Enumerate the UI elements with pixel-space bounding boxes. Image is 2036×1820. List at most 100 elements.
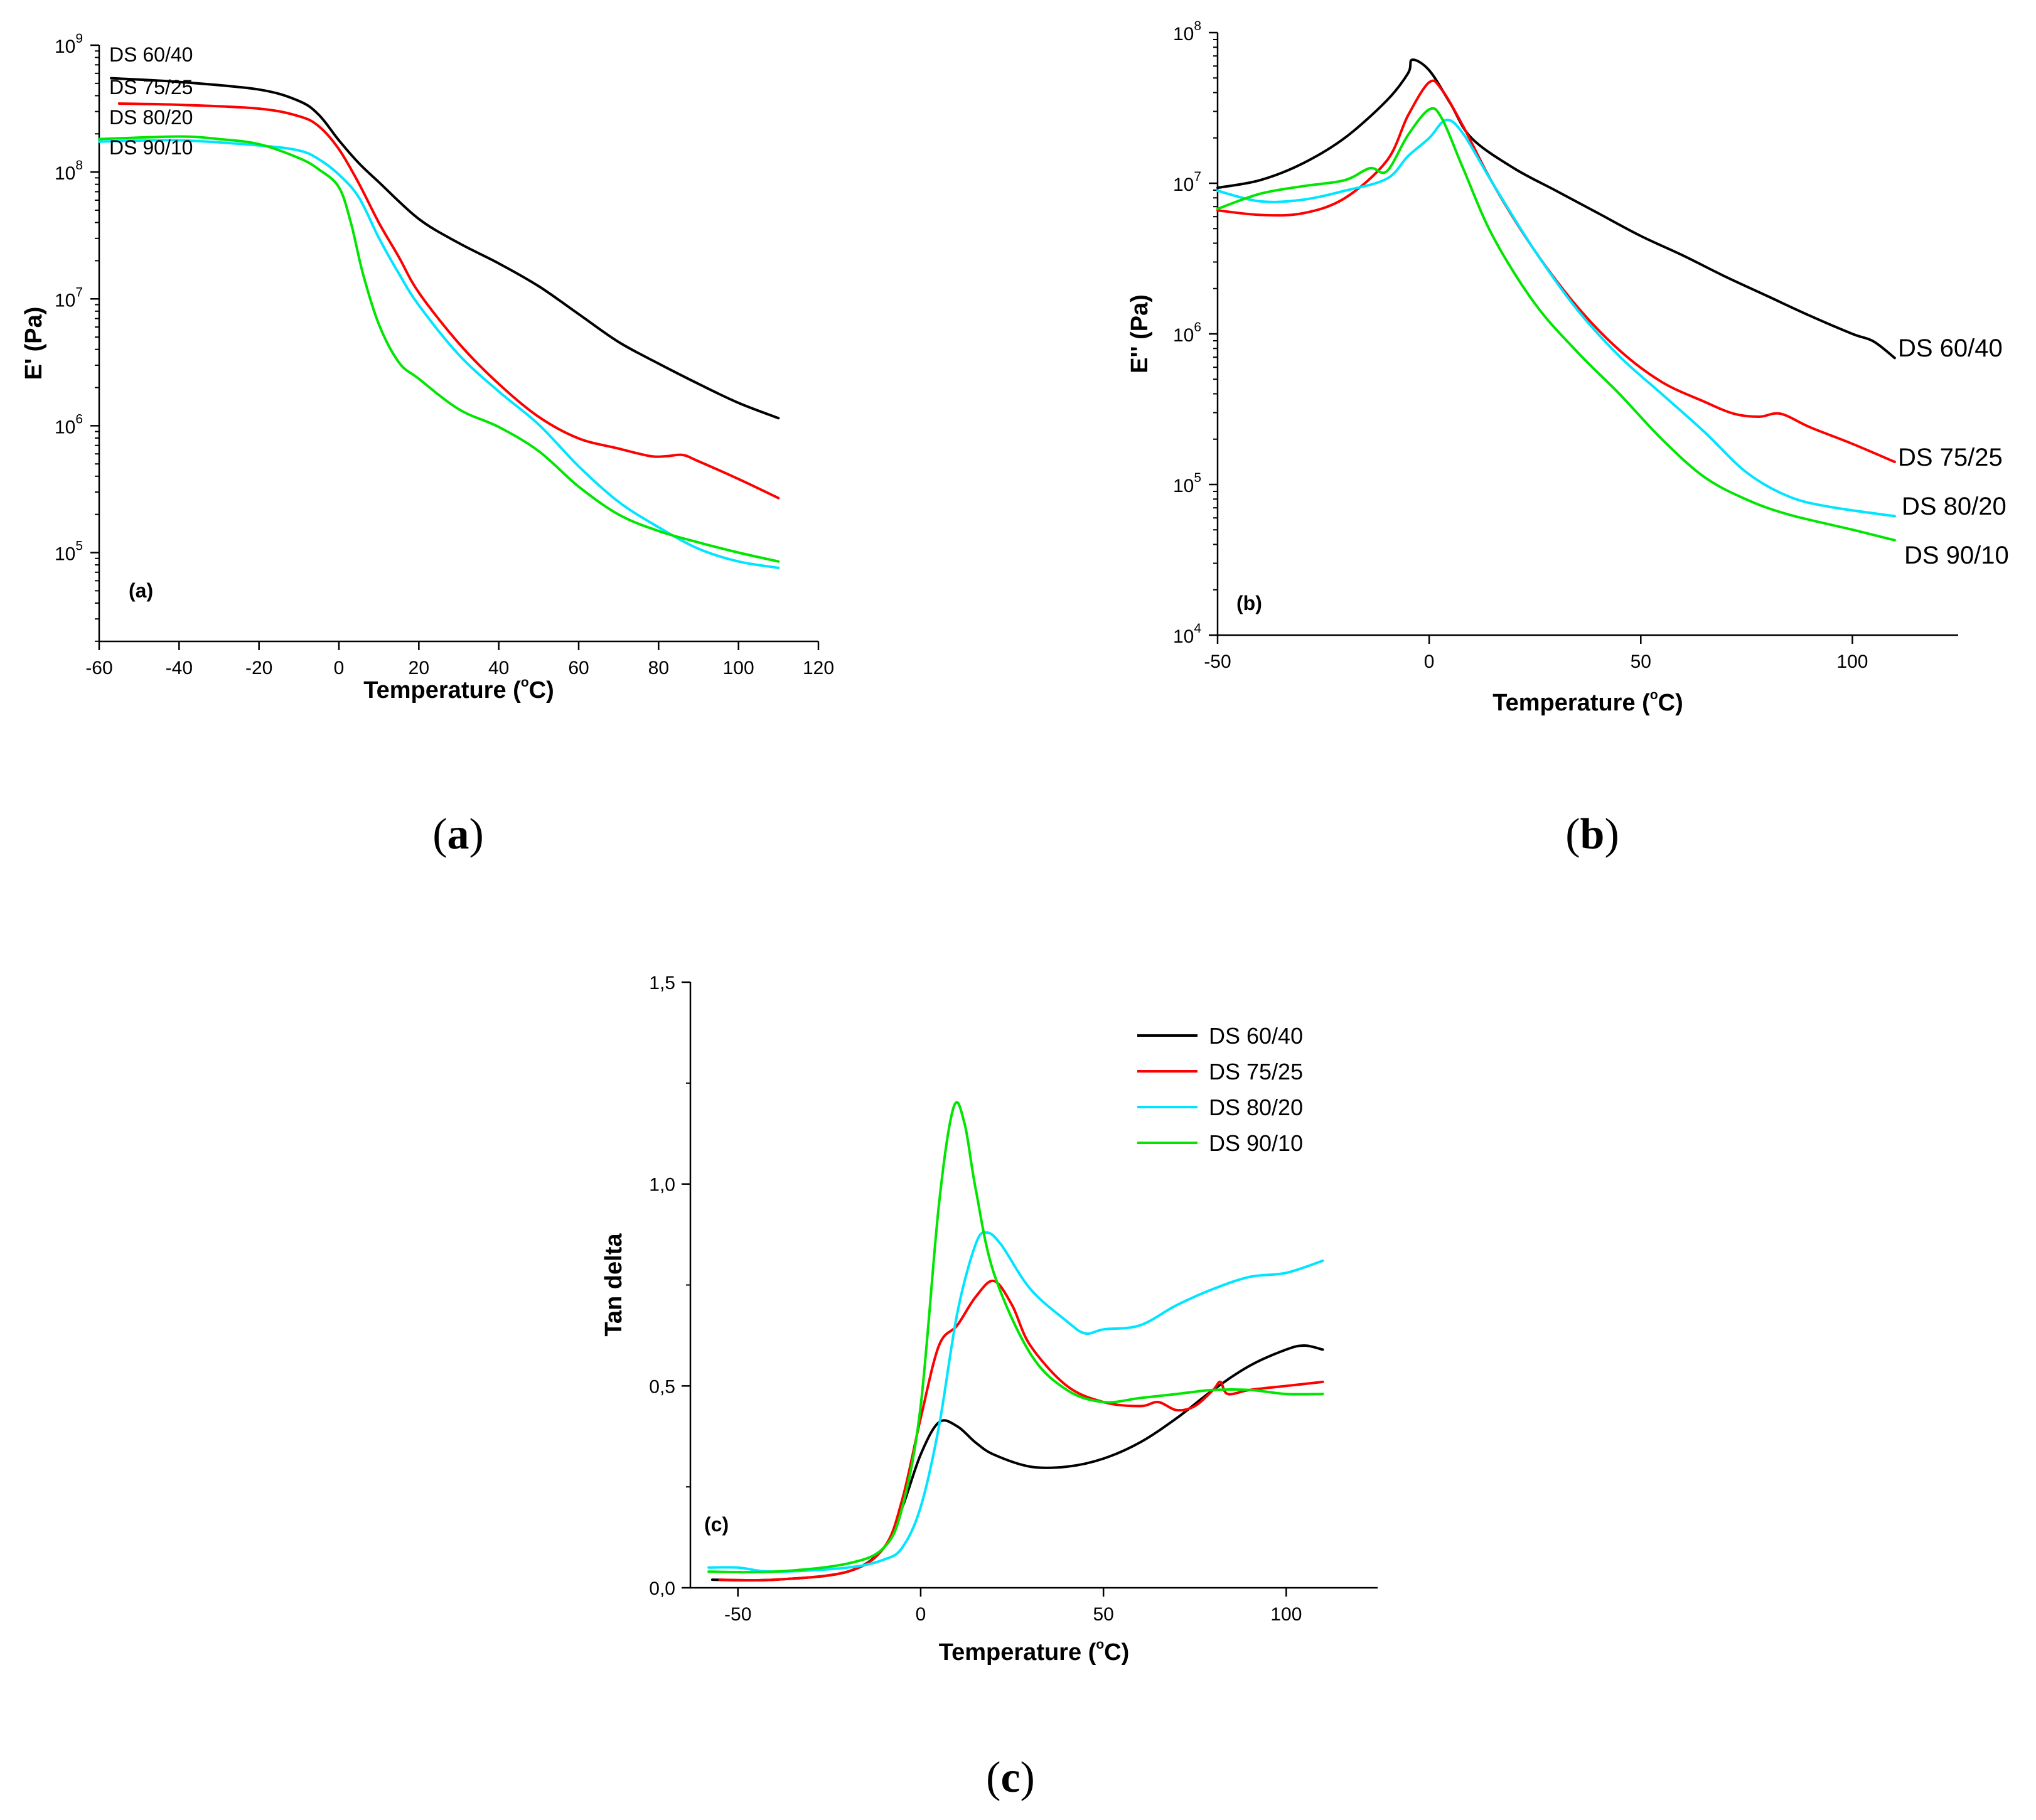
legend-label: DS 60/40 <box>1209 1023 1303 1049</box>
y-tick-label: 104 <box>1173 621 1201 647</box>
series-line-80-20 <box>98 139 780 569</box>
x-tick-label: -50 <box>724 1604 751 1625</box>
y-tick-exponent: 8 <box>1194 19 1201 33</box>
x-tick-label: 80 <box>648 658 669 678</box>
series-label: DS 60/40 <box>1898 335 2003 362</box>
legend-label: DS 75/25 <box>1209 1059 1303 1084</box>
series-line-75-25 <box>718 1280 1324 1582</box>
y-tick-base: 10 <box>1173 476 1194 496</box>
caption-c-letter: c <box>1000 1753 1020 1802</box>
x-tick-label: 20 <box>409 658 429 678</box>
y-tick-label: 1,5 <box>649 973 675 993</box>
y-tick-exponent: 4 <box>1194 621 1201 636</box>
x-tick-label: 100 <box>723 658 754 678</box>
legend-label: DS 90/10 <box>1209 1130 1303 1156</box>
panel-tag: (a) <box>129 579 153 602</box>
y-axis-title: E' (Pa) <box>21 307 47 380</box>
y-axis-title: Tan delta <box>601 1233 627 1337</box>
y-tick-label: 107 <box>1173 169 1201 195</box>
series-label: DS 60/40 <box>109 43 193 66</box>
y-tick-label: 105 <box>1173 471 1201 496</box>
series-label: DS 90/10 <box>109 136 193 159</box>
series-line-60-40 <box>1216 58 1896 360</box>
x-tick-label: -60 <box>85 658 112 678</box>
panel-tag: (c) <box>704 1513 729 1536</box>
x-axis-title: Temperature (oC) <box>1492 688 1683 716</box>
x-tick-label: -50 <box>1204 651 1231 672</box>
y-tick-base: 10 <box>1173 174 1194 195</box>
y-tick-base: 10 <box>55 36 75 57</box>
y-tick-exponent: 9 <box>75 31 83 46</box>
chart-panel-a: -60 -40 -20 0 20 40 60 80 100 120105106107108109T… <box>21 31 834 704</box>
y-tick-label: 107 <box>55 285 83 311</box>
y-tick-exponent: 7 <box>75 285 83 299</box>
y-tick-label: 108 <box>1173 19 1201 45</box>
x-axis-title-text: Temperature ( <box>1492 690 1650 716</box>
y-tick-label: 0,0 <box>649 1578 675 1599</box>
series-label: DS 90/10 <box>1904 542 2009 569</box>
series-line-90-10 <box>707 1101 1324 1574</box>
legend: DS 60/40 DS 75/25 DS 80/20 DS 90/10 <box>1137 1023 1303 1156</box>
x-axis-title-unit: C) <box>1658 690 1683 716</box>
series-line-90-10 <box>1216 107 1896 542</box>
caption-a-letter: a <box>447 810 469 859</box>
series-line-80-20 <box>707 1231 1324 1573</box>
series-line-75-25 <box>117 102 780 500</box>
y-tick-label: 106 <box>1173 320 1201 346</box>
x-axis-title-unit: C) <box>1104 1639 1129 1666</box>
y-tick-exponent: 8 <box>75 158 83 173</box>
x-tick-label: 0 <box>916 1604 926 1625</box>
series-line-60-40 <box>110 77 780 420</box>
x-axis-title-degree: o <box>521 675 529 690</box>
x-tick-label: 60 <box>568 658 589 678</box>
series-line-80-20 <box>1216 119 1896 518</box>
x-tick-label: 100 <box>1836 651 1868 672</box>
x-tick-label: 40 <box>488 658 509 678</box>
x-axis-title: Temperature (oC) <box>363 675 554 704</box>
panel-tag: (b) <box>1236 592 1262 614</box>
y-tick-base: 10 <box>1173 24 1194 45</box>
y-tick-base: 10 <box>1173 626 1194 647</box>
caption-b: (b) <box>1565 810 1619 859</box>
caption-b-letter: b <box>1580 810 1605 859</box>
y-tick-exponent: 6 <box>1194 320 1201 335</box>
x-tick-label: 0 <box>334 658 345 678</box>
series-label: DS 75/25 <box>109 76 193 99</box>
x-axis-title-degree: o <box>1096 1637 1104 1652</box>
y-tick-exponent: 7 <box>1194 169 1201 184</box>
y-tick-base: 10 <box>55 290 75 311</box>
y-tick-label: 108 <box>55 158 83 184</box>
series-label: DS 75/25 <box>1898 444 2003 471</box>
y-tick-exponent: 6 <box>75 412 83 426</box>
x-tick-label: -20 <box>245 658 272 678</box>
x-axis-title-degree: o <box>1650 688 1658 702</box>
chart-panel-c: -50 0 50 100 0,0 0,5 1,0 1,5 Temperature (oC) Tan… <box>601 973 1378 1666</box>
x-axis-title-text: Temperature ( <box>939 1639 1096 1666</box>
x-tick-label: 100 <box>1270 1604 1302 1625</box>
y-axis-title: E'' (Pa) <box>1127 294 1153 373</box>
legend-label: DS 80/20 <box>1209 1095 1303 1120</box>
x-tick-label: 50 <box>1631 651 1651 672</box>
caption-a: (a) <box>432 810 484 859</box>
y-tick-exponent: 5 <box>75 539 83 554</box>
x-tick-label: 50 <box>1093 1604 1113 1625</box>
x-axis-title-text: Temperature ( <box>363 677 521 704</box>
caption-c: (c) <box>986 1753 1035 1802</box>
y-tick-label: 0,5 <box>649 1376 675 1397</box>
y-tick-label: 105 <box>55 539 83 565</box>
y-tick-label: 109 <box>55 31 83 57</box>
x-axis-title: Temperature (oC) <box>939 1637 1130 1666</box>
y-tick-base: 10 <box>55 163 75 184</box>
y-tick-label: 1,0 <box>649 1175 675 1196</box>
x-tick-label: 0 <box>1424 651 1435 672</box>
y-tick-base: 10 <box>1173 325 1194 346</box>
x-axis-title-unit: C) <box>529 677 554 704</box>
y-tick-label: 106 <box>55 412 83 437</box>
x-tick-label: -40 <box>166 658 193 678</box>
series-label: DS 80/20 <box>109 106 193 129</box>
y-tick-exponent: 5 <box>1194 471 1201 485</box>
y-tick-base: 10 <box>55 544 75 565</box>
